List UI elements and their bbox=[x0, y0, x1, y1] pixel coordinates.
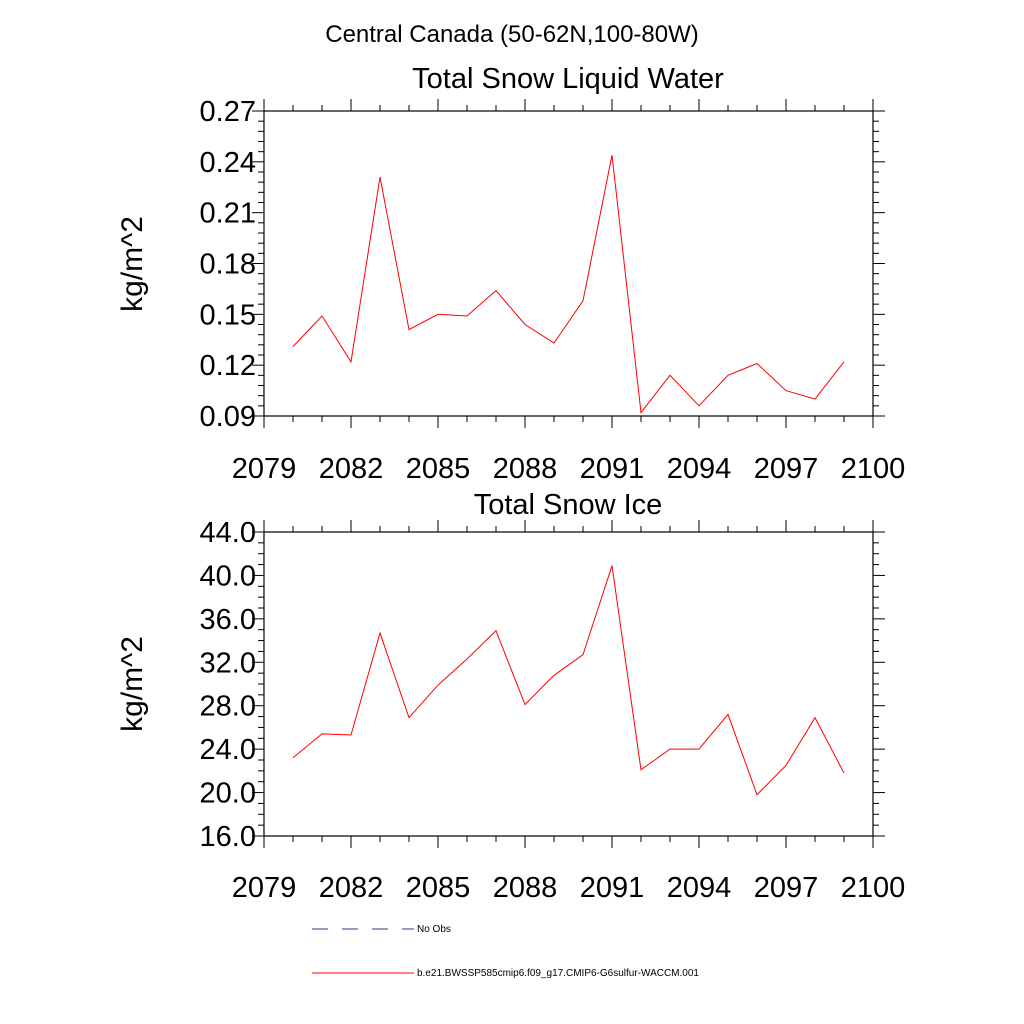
panel-title: Total Snow Ice bbox=[474, 489, 663, 521]
panel-snow-liquid-water: Total Snow Liquid Water 2079 2082 2085 2088… bbox=[116, 63, 905, 485]
tick-marks bbox=[252, 520, 885, 848]
y-tick-label: 0.27 bbox=[200, 96, 256, 128]
x-tick-labels: 2079 2082 2085 2088 2091 2094 2097 2100 bbox=[232, 872, 906, 904]
y-tick-label: 0.15 bbox=[200, 299, 256, 331]
panel-title: Total Snow Liquid Water bbox=[412, 63, 724, 95]
x-tick-label: 2082 bbox=[319, 872, 384, 904]
plot-frame bbox=[263, 531, 874, 837]
x-tick-label: 2097 bbox=[754, 872, 819, 904]
legend-entry-no-obs: No Obs bbox=[312, 924, 451, 935]
main-title: Central Canada (50-62N,100-80W) bbox=[325, 21, 699, 48]
tick-marks bbox=[252, 99, 885, 428]
x-tick-label: 2097 bbox=[754, 453, 819, 485]
y-tick-label: 40.0 bbox=[200, 560, 256, 592]
x-tick-label: 2085 bbox=[406, 872, 471, 904]
legend-entry-model-run: b.e21.BWSSP585cmip6.f09_g17.CMIP6-G6sulf… bbox=[312, 968, 699, 979]
y-tick-label: 20.0 bbox=[200, 778, 256, 810]
y-tick-label: 0.18 bbox=[200, 249, 256, 281]
legend-label: b.e21.BWSSP585cmip6.f09_g17.CMIP6-G6sulf… bbox=[417, 968, 699, 979]
x-tick-label: 2079 bbox=[232, 453, 297, 485]
x-tick-label: 2094 bbox=[667, 872, 732, 904]
x-tick-label: 2094 bbox=[667, 453, 732, 485]
x-tick-label: 2088 bbox=[493, 453, 558, 485]
y-axis-label: kg/m^2 bbox=[116, 636, 149, 732]
x-tick-label: 2091 bbox=[580, 872, 645, 904]
y-tick-label: 0.09 bbox=[200, 401, 256, 433]
series-group bbox=[292, 565, 845, 796]
x-tick-label: 2088 bbox=[493, 872, 558, 904]
y-tick-label: 0.21 bbox=[200, 198, 256, 230]
x-tick-label: 2100 bbox=[841, 453, 906, 485]
plot-frame bbox=[263, 110, 874, 417]
y-tick-labels: 16.0 20.0 24.0 28.0 32.0 36.0 40.0 44.0 bbox=[200, 517, 256, 853]
y-tick-label: 16.0 bbox=[200, 821, 256, 853]
y-tick-labels: 0.09 0.12 0.15 0.18 0.21 0.24 0.27 bbox=[200, 96, 256, 433]
y-tick-label: 0.24 bbox=[200, 147, 256, 179]
y-tick-label: 0.12 bbox=[200, 350, 256, 382]
x-tick-label: 2100 bbox=[841, 872, 906, 904]
panel-snow-ice: Total Snow Ice 2079 2082 2085 2088 2091 2094 2… bbox=[116, 489, 905, 904]
x-tick-label: 2079 bbox=[232, 872, 297, 904]
x-tick-label: 2082 bbox=[319, 453, 384, 485]
legend-label: No Obs bbox=[417, 924, 451, 935]
y-tick-label: 36.0 bbox=[200, 604, 256, 636]
series-line bbox=[292, 155, 845, 414]
series-line bbox=[292, 565, 845, 796]
series-group bbox=[292, 155, 845, 414]
y-tick-label: 32.0 bbox=[200, 647, 256, 679]
x-tick-labels: 2079 2082 2085 2088 2091 2094 2097 2100 bbox=[232, 453, 906, 485]
y-tick-label: 28.0 bbox=[200, 691, 256, 723]
y-axis-label: kg/m^2 bbox=[116, 216, 149, 312]
y-tick-label: 24.0 bbox=[200, 734, 256, 766]
legend: No Obs b.e21.BWSSP585cmip6.f09_g17.CMIP6… bbox=[312, 924, 699, 979]
x-tick-label: 2091 bbox=[580, 453, 645, 485]
x-tick-label: 2085 bbox=[406, 453, 471, 485]
y-tick-label: 44.0 bbox=[200, 517, 256, 549]
